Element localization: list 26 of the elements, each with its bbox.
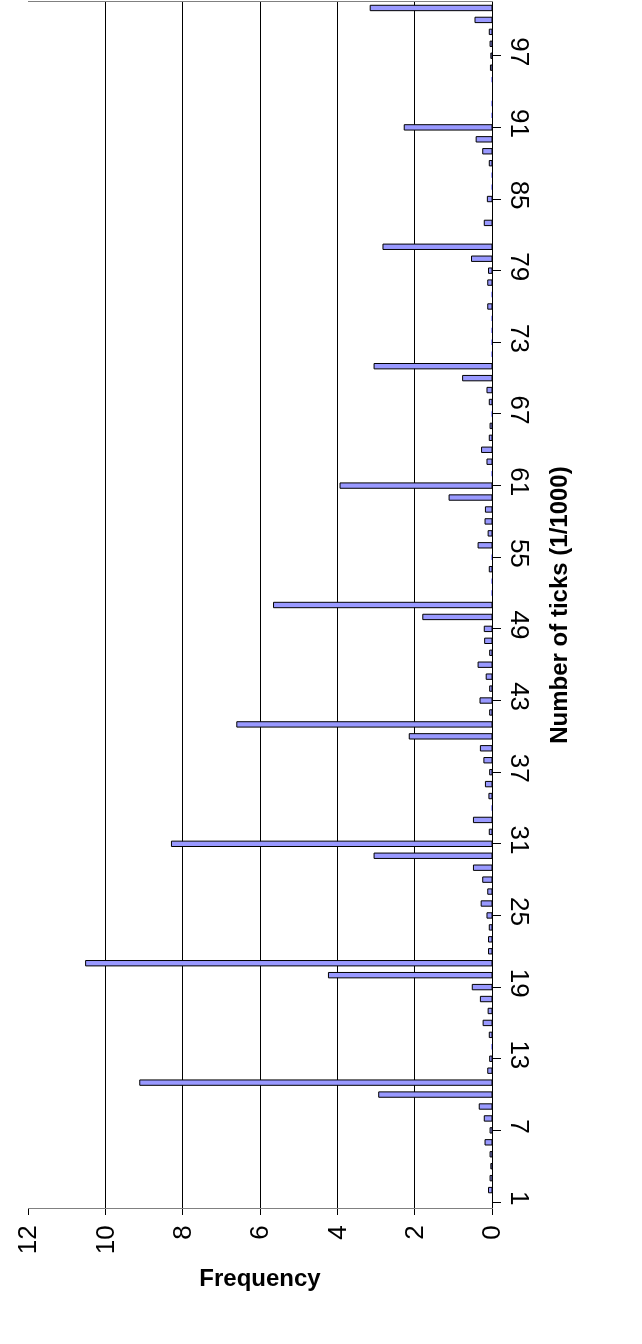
x-tick-label: 8 [167, 1225, 198, 1240]
y-tick-label: 85 [505, 180, 536, 210]
x-tick-label: 10 [89, 1225, 120, 1255]
y-tick-label: 67 [505, 395, 536, 425]
y-tick-label: 1 [505, 1190, 536, 1206]
x-tick-label: 6 [244, 1225, 275, 1240]
y-tick-label: 13 [505, 1040, 536, 1070]
x-tick-label: 12 [12, 1225, 43, 1255]
y-tick-label: 43 [505, 682, 536, 712]
y-tick-label: 79 [505, 252, 536, 282]
x-tick-label: 4 [321, 1225, 352, 1240]
y-tick-label: 37 [505, 753, 536, 783]
y-tick-label: 97 [505, 37, 536, 67]
y-tick-label: 61 [505, 467, 536, 497]
x-axis-title: Frequency [199, 1263, 322, 1291]
y-tick-label: 49 [505, 610, 536, 640]
y-tick-label: 25 [505, 897, 536, 927]
y-tick-label: 19 [505, 968, 536, 998]
x-tick-label: 2 [399, 1225, 430, 1240]
x-tick-label: 0 [476, 1225, 507, 1240]
y-axis-title: Number of ticks (1/1000) [544, 466, 572, 744]
y-tick-label: 31 [505, 825, 536, 855]
y-tick-label: 91 [505, 109, 536, 138]
y-tick-label: 73 [505, 323, 536, 353]
y-tick-label: 55 [505, 538, 536, 568]
y-tick-label: 7 [505, 1119, 536, 1134]
